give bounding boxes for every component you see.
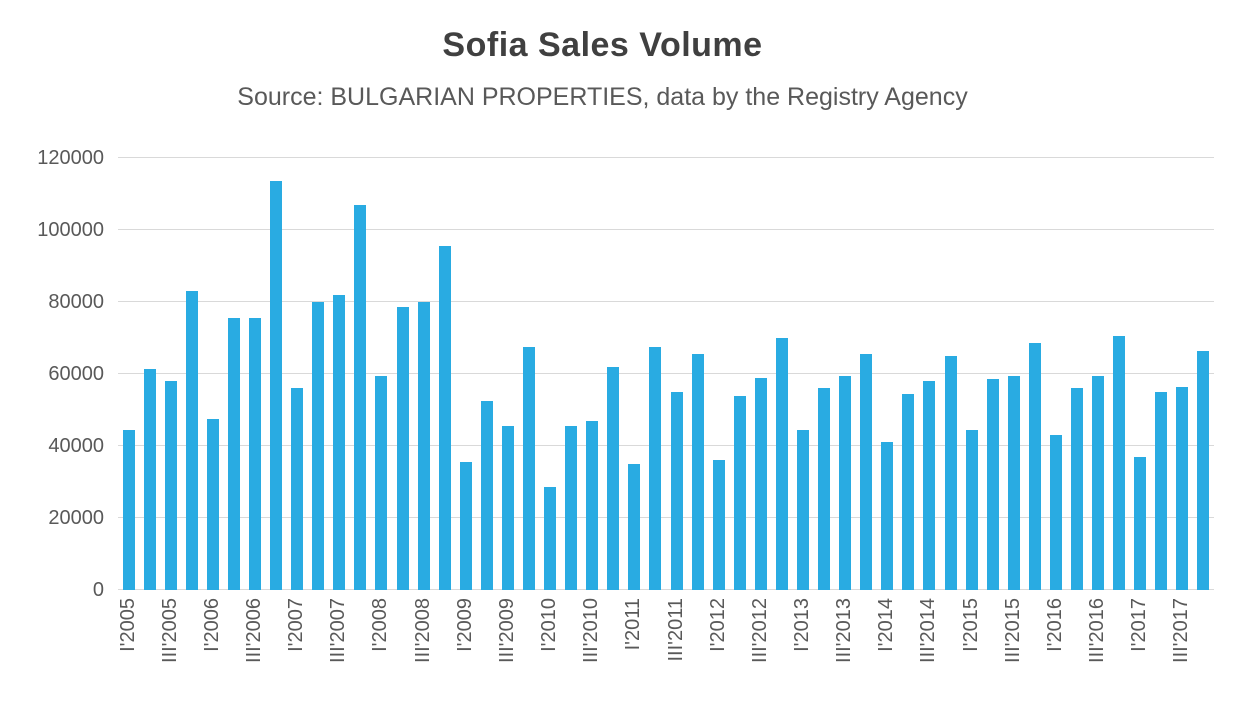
- bar: [164, 381, 177, 590]
- bar: [565, 426, 578, 590]
- x-tick-label: I'2009: [453, 598, 476, 652]
- bar: [143, 368, 156, 590]
- bar: [923, 381, 936, 590]
- bar: [1134, 456, 1147, 590]
- x-tick-label: I'2006: [200, 598, 223, 652]
- bar: [312, 302, 325, 590]
- y-tick-label: 0: [92, 579, 104, 601]
- x-tick-label: I'2014: [875, 598, 898, 652]
- bar: [1113, 336, 1126, 590]
- y-tick-label: 40000: [48, 435, 104, 457]
- gridline: [118, 229, 1214, 230]
- bar: [628, 464, 641, 590]
- bar: [206, 419, 219, 590]
- bar: [185, 291, 198, 590]
- bar: [1092, 375, 1105, 590]
- bar: [818, 388, 831, 590]
- bar: [775, 338, 788, 590]
- gridline: [118, 589, 1214, 590]
- x-tick-label: I'2005: [116, 598, 139, 652]
- x-tick-label: I'2007: [285, 598, 308, 652]
- bar: [438, 246, 451, 590]
- bar: [797, 429, 809, 590]
- x-tick-label: III'2007: [327, 598, 350, 663]
- chart-title: Sofia Sales Volume: [442, 26, 763, 64]
- bar: [1197, 350, 1210, 590]
- gridline: [118, 157, 1214, 158]
- x-tick-label: III'2008: [411, 598, 434, 663]
- x-tick-label: III'2016: [1086, 598, 1109, 663]
- y-tick-label: 120000: [37, 147, 104, 169]
- x-tick-label: I'2012: [706, 598, 729, 652]
- y-tick-label: 20000: [48, 507, 104, 529]
- bar: [607, 366, 620, 590]
- x-tick-label: III'2005: [158, 598, 181, 663]
- bar: [501, 426, 514, 590]
- bar: [544, 487, 557, 590]
- gridline: [118, 373, 1214, 374]
- bar: [965, 429, 978, 590]
- bar: [459, 462, 472, 590]
- x-tick-label: I'2016: [1043, 598, 1066, 652]
- x-tick-label: I'2013: [791, 598, 813, 652]
- bar: [523, 347, 535, 590]
- y-tick-label: 100000: [37, 219, 104, 241]
- x-tick-label: I'2010: [538, 598, 561, 652]
- bar: [1028, 343, 1041, 590]
- x-tick-label: III'2011: [664, 598, 687, 662]
- bar: [354, 204, 367, 590]
- x-tick-label: III'2017: [1170, 598, 1193, 663]
- bar: [733, 395, 746, 590]
- x-tick-label: III'2015: [1001, 598, 1024, 663]
- bar: [902, 393, 915, 590]
- x-tick-label: III'2009: [495, 598, 518, 663]
- bar: [839, 375, 852, 590]
- bar: [1155, 392, 1168, 590]
- gridline: [118, 301, 1214, 302]
- gridline: [118, 517, 1214, 518]
- plot-area: [118, 157, 1214, 590]
- bar: [1071, 388, 1083, 590]
- y-tick-label: 60000: [48, 363, 104, 385]
- gridline: [118, 445, 1214, 446]
- x-tick-label: III'2014: [917, 598, 940, 663]
- bar: [375, 375, 388, 590]
- x-tick-label: III'2013: [833, 598, 856, 663]
- bar: [586, 420, 599, 590]
- bar: [1176, 386, 1189, 590]
- bar: [291, 388, 304, 590]
- bar: [860, 354, 873, 590]
- bar: [227, 318, 240, 590]
- x-tick-label: III'2012: [748, 598, 771, 663]
- bar: [754, 377, 767, 590]
- x-tick-label: I'2011: [622, 598, 645, 651]
- bar: [1049, 435, 1062, 590]
- x-tick-label: I'2017: [1128, 598, 1151, 652]
- bar: [270, 181, 283, 590]
- chart-subtitle: Source: BULGARIAN PROPERTIES, data by th…: [237, 83, 968, 111]
- bar: [712, 460, 725, 590]
- bar: [480, 401, 493, 590]
- x-tick-label: III'2006: [243, 598, 265, 663]
- bar: [122, 429, 135, 590]
- bar: [333, 294, 346, 590]
- x-tick-label: III'2010: [580, 598, 603, 663]
- x-tick-label: I'2008: [369, 598, 392, 652]
- bar: [944, 356, 957, 590]
- bar: [691, 354, 704, 590]
- bar: [417, 302, 430, 590]
- bar: [649, 347, 662, 590]
- bar: [396, 307, 409, 590]
- bar: [670, 392, 683, 590]
- y-tick-label: 80000: [48, 291, 104, 313]
- bar: [1007, 375, 1020, 590]
- bar: [986, 379, 999, 590]
- bar: [249, 318, 261, 590]
- x-tick-label: I'2015: [959, 598, 982, 652]
- bar: [881, 442, 894, 590]
